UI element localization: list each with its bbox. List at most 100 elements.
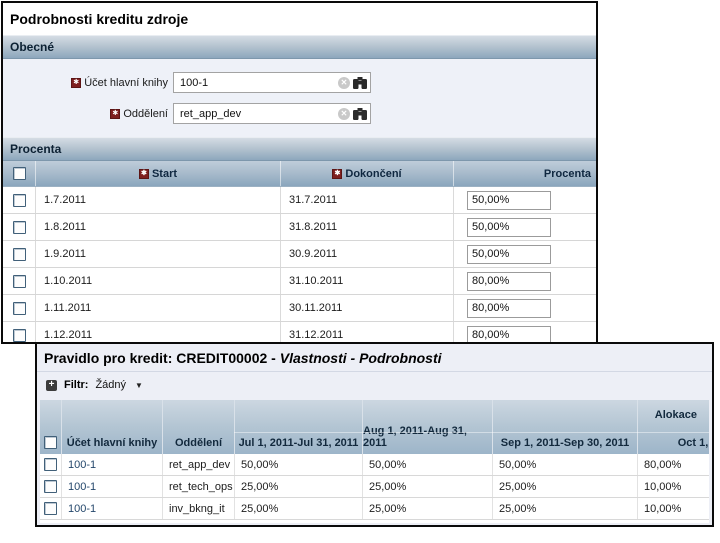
table-row: 1.11.2011 30.11.2011 [3, 295, 596, 322]
row-checkbox[interactable] [12, 328, 26, 342]
required-icon: ✱ [332, 168, 343, 179]
row-checkbox[interactable] [12, 193, 26, 207]
required-icon: ✱ [110, 108, 121, 119]
percent-input[interactable] [467, 244, 551, 264]
start-date: 1.10.2011 [35, 268, 280, 294]
department-value: inv_bkng_it [162, 498, 234, 519]
col-header-dept: Oddělení [162, 400, 234, 454]
alloc-jul: 50,00% [234, 454, 362, 475]
start-date: 1.11.2011 [35, 295, 280, 321]
col-header-month-sep: Sep 1, 2011-Sep 30, 2011 [492, 400, 637, 454]
department-input[interactable] [174, 107, 338, 120]
end-date: 31.12.2011 [280, 322, 453, 342]
row-checkbox[interactable] [44, 502, 57, 515]
account-input[interactable] [174, 76, 338, 89]
title-prefix: Pravidlo pro kredit: CREDIT00002 - [44, 350, 280, 366]
department-label: Oddělení [123, 107, 168, 120]
end-date: 30.9.2011 [280, 241, 453, 267]
percent-input[interactable] [467, 325, 551, 342]
alloc-oct: 10,00% [637, 498, 709, 519]
alloc-jul: 25,00% [234, 476, 362, 497]
required-icon: ✱ [138, 168, 149, 179]
alloc-oct: 10,00% [637, 476, 709, 497]
col-header-start-label: Start [151, 167, 178, 180]
col-header-end-label: Dokončení [345, 167, 402, 180]
resource-credit-details-window: Podrobnosti kreditu zdroje Obecné ✱ Účet … [1, 1, 598, 344]
select-all-checkbox[interactable] [12, 167, 26, 180]
department-label-wrap: ✱ Oddělení [3, 108, 168, 120]
alloc-jul: 25,00% [234, 498, 362, 519]
account-link[interactable]: 100-1 [61, 454, 162, 475]
credit-rule-window: Pravidlo pro kredit: CREDIT00002 - Vlast… [35, 342, 714, 527]
department-field-box: ✕ [173, 103, 371, 124]
search-binoculars-icon[interactable] [353, 76, 367, 89]
search-binoculars-icon[interactable] [353, 107, 367, 120]
percent-input[interactable] [467, 190, 551, 210]
alloc-sep: 25,00% [492, 476, 637, 497]
col-header-percent: Procenta [453, 161, 596, 186]
account-link[interactable]: 100-1 [61, 498, 162, 519]
row-checkbox[interactable] [12, 220, 26, 234]
col-header-month-oct: Oct 1, 2011-Oct [637, 400, 709, 454]
filter-value[interactable]: Žádný [95, 379, 127, 391]
percent-input[interactable] [467, 298, 551, 318]
row-checkbox[interactable] [12, 301, 26, 315]
end-date: 31.8.2011 [280, 214, 453, 240]
start-date: 1.12.2011 [35, 322, 280, 342]
general-form: ✱Účet hlavní knihy ✕ ✱Oddělení [3, 59, 596, 137]
col-header-end: ✱ Dokončení [280, 161, 453, 186]
clear-icon[interactable]: ✕ [338, 76, 350, 89]
form-row-department: ✱Oddělení ✕ [3, 103, 596, 124]
percent-input[interactable] [467, 271, 551, 291]
table-row: 1.10.2011 31.10.2011 [3, 268, 596, 295]
start-date: 1.8.2011 [35, 214, 280, 240]
select-all-checkbox[interactable] [44, 436, 57, 449]
row-checkbox[interactable] [12, 247, 26, 261]
end-date: 31.10.2011 [280, 268, 453, 294]
section-header-general: Obecné [3, 35, 596, 59]
col-header-month-jul: Jul 1, 2011-Jul 31, 2011 [234, 400, 362, 454]
section-header-percent: Procenta [3, 137, 596, 161]
filter-bar: + Filtr: Žádný ▼ [37, 371, 712, 398]
account-label-wrap: ✱ Účet hlavní knihy [3, 77, 168, 89]
col-header-month-aug: Aug 1, 2011-Aug 31, 2011 [362, 400, 492, 454]
percent-table-header: ✱ Start ✱ Dokončení Procenta [3, 161, 596, 187]
group-header-divider [234, 432, 709, 433]
chevron-down-icon[interactable]: ▼ [135, 380, 143, 390]
percent-table: ✱ Start ✱ Dokončení Procenta 1.7.2011 31.7… [3, 161, 596, 342]
col-header-start: ✱ Start [35, 161, 280, 186]
start-date: 1.9.2011 [35, 241, 280, 267]
clear-icon[interactable]: ✕ [338, 107, 350, 120]
row-checkbox[interactable] [44, 480, 57, 493]
table-row: 100-1 inv_bkng_it 25,00% 25,00% 25,00% 1… [40, 498, 709, 520]
department-value: ret_app_dev [162, 454, 234, 475]
form-row-account: ✱Účet hlavní knihy ✕ [3, 72, 596, 93]
col-header-account: Účet hlavní knihy [61, 400, 162, 454]
account-field-box: ✕ [173, 72, 371, 93]
row-checkbox[interactable] [44, 458, 57, 471]
account-link[interactable]: 100-1 [61, 476, 162, 497]
alloc-aug: 25,00% [362, 476, 492, 497]
table-row: 100-1 ret_tech_ops 25,00% 25,00% 25,00% … [40, 476, 709, 498]
percent-input[interactable] [467, 217, 551, 237]
table-row: 100-1 ret_app_dev 50,00% 50,00% 50,00% 8… [40, 454, 709, 476]
department-value: ret_tech_ops [162, 476, 234, 497]
expand-plus-icon[interactable]: + [46, 379, 57, 391]
end-date: 30.11.2011 [280, 295, 453, 321]
alloc-oct: 80,00% [637, 454, 709, 475]
allocation-table: Účet hlavní knihy Oddělení Jul 1, 2011-J… [40, 400, 709, 523]
window-title: Podrobnosti kreditu zdroje [3, 3, 596, 35]
required-icon: ✱ [71, 77, 82, 88]
row-checkbox[interactable] [12, 274, 26, 288]
alloc-aug: 50,00% [362, 454, 492, 475]
alloc-aug: 25,00% [362, 498, 492, 519]
group-header-allocation: Alokace [654, 409, 697, 421]
alloc-sep: 50,00% [492, 454, 637, 475]
end-date: 31.7.2011 [280, 187, 453, 213]
start-date: 1.7.2011 [35, 187, 280, 213]
filter-label: Filtr: [64, 379, 89, 391]
window-title: Pravidlo pro kredit: CREDIT00002 - Vlast… [37, 344, 712, 371]
alloc-sep: 25,00% [492, 498, 637, 519]
title-italic-part: Vlastnosti - Podrobnosti [279, 350, 442, 366]
allocation-table-header: Účet hlavní knihy Oddělení Jul 1, 2011-J… [40, 400, 709, 454]
